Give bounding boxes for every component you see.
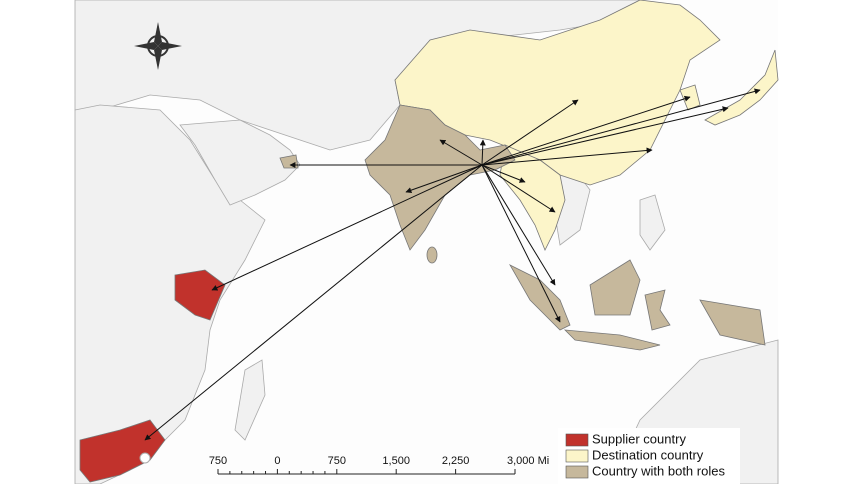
- lesotho: [139, 452, 151, 464]
- scale-label: 750: [328, 455, 346, 467]
- scale-bar: 750 0 750 1,500 2,250 3,000 Mi: [209, 455, 549, 475]
- country: [644, 289, 671, 331]
- scale-label: 1,500: [382, 455, 410, 467]
- scale-label: 0: [274, 455, 280, 467]
- scale-label: 3,000 Mi: [507, 455, 549, 467]
- legend-label: Destination country: [592, 447, 704, 462]
- country: [589, 259, 641, 316]
- legend-swatch: [565, 465, 589, 479]
- trade-arrows: [144, 88, 761, 441]
- both-role-countries: [279, 104, 766, 351]
- country: [704, 49, 779, 126]
- land-mass: [74, 0, 779, 484]
- legend-box: [558, 428, 740, 484]
- legend-label: Country with both roles: [592, 463, 725, 478]
- country: [426, 246, 438, 264]
- scale-label: 2,250: [442, 455, 470, 467]
- supplier-countries: [79, 269, 226, 483]
- country: [699, 299, 766, 346]
- country: [563, 329, 661, 351]
- legend-label: Supplier country: [592, 431, 686, 446]
- scale-label: 750: [209, 455, 227, 467]
- north-arrow: [134, 22, 182, 70]
- country: [508, 264, 571, 331]
- legend-swatch: [565, 449, 589, 463]
- legend-swatch: [565, 433, 589, 447]
- country: [174, 269, 226, 321]
